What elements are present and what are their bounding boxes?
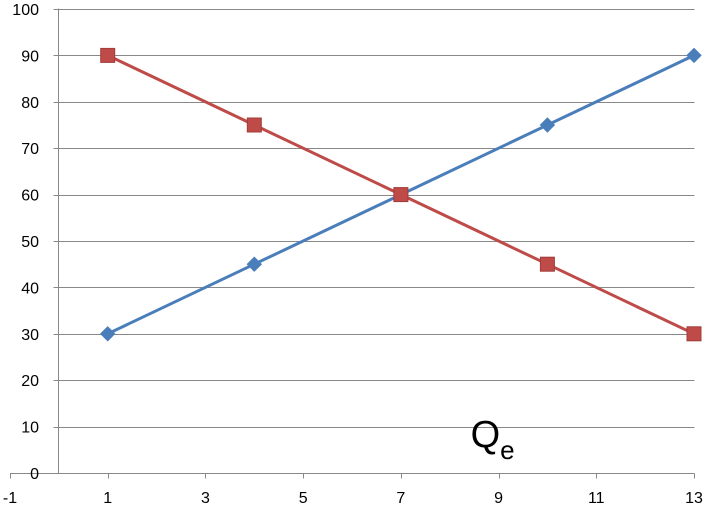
y-tick-label-60: 60 [21, 188, 39, 205]
y-tick-label-80: 80 [21, 95, 39, 112]
x-tick-label-11: 11 [588, 490, 605, 507]
x-tick-label-1: 1 [103, 490, 112, 507]
y-tick-label-70: 70 [21, 141, 39, 158]
series-1-point-1 [99, 326, 116, 342]
series-2-point-2 [246, 117, 262, 133]
series-layer [99, 47, 702, 342]
series-2-point-3 [393, 187, 409, 203]
series-2-point-4 [539, 256, 555, 272]
y-tick-label-30: 30 [21, 327, 39, 344]
annotation-1: Qe [471, 414, 515, 465]
y-tick-label-90: 90 [21, 48, 39, 65]
x-tick-label-13: 13 [685, 490, 703, 507]
y-tick-label-100: 100 [12, 2, 39, 19]
y-tick-label-10: 10 [21, 420, 39, 437]
y-tick-label-20: 20 [21, 373, 39, 390]
y-tick-label-0: 0 [30, 466, 39, 483]
y-tick-label-40: 40 [21, 280, 39, 297]
series-1-point-4 [539, 117, 556, 133]
series-1-point-2 [246, 256, 263, 272]
y-tick-label-50: 50 [21, 234, 39, 251]
x-tick-label-3: 3 [201, 490, 210, 507]
x-tick-label-9: 9 [494, 490, 503, 507]
axis-layer [10, 8, 695, 479]
series-2-point-5 [686, 326, 702, 342]
x-tick-label-neg1: -1 [3, 490, 17, 507]
annotation-layer: Qe [471, 414, 515, 465]
series-1-point-5 [686, 47, 702, 64]
grid-layer [58, 9, 695, 428]
x-tick-label-7: 7 [396, 490, 405, 507]
series-2-point-1 [100, 47, 116, 63]
x-tick-label-5: 5 [299, 490, 308, 507]
